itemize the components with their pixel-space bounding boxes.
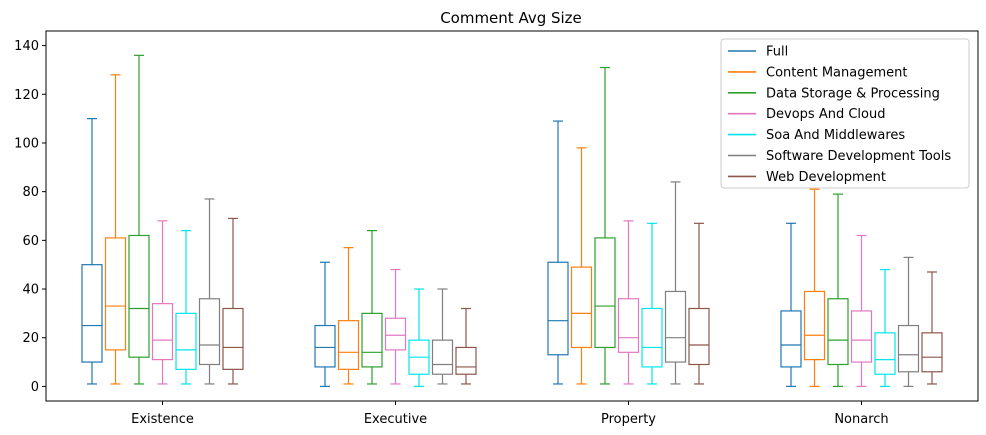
- y-tick-label: 60: [22, 234, 39, 249]
- box-2-1: [361, 230, 383, 385]
- legend: Full Content Management Data Storage & Pro…: [720, 38, 970, 189]
- y-tick-label: 100: [14, 136, 39, 151]
- y-tick-label: 120: [14, 88, 39, 103]
- box-1-2: [570, 147, 593, 385]
- box-1-3: [803, 188, 826, 387]
- y-tick-label: 80: [22, 185, 39, 200]
- box-iqr: [897, 324, 920, 373]
- box-iqr: [827, 298, 849, 366]
- box-iqr: [314, 324, 336, 368]
- box-3-0: [151, 220, 174, 385]
- y-tick-label: 0: [31, 380, 39, 395]
- box-6-3: [921, 271, 943, 385]
- box-6-0: [222, 217, 244, 385]
- box-2-3: [827, 193, 849, 387]
- box-iqr: [803, 290, 826, 361]
- box-2-2: [594, 66, 616, 385]
- box-iqr: [455, 346, 477, 375]
- x-tick-label: Property: [601, 412, 656, 427]
- box-5-3: [897, 256, 920, 387]
- y-tick-label: 20: [22, 331, 39, 346]
- box-iqr: [81, 264, 103, 363]
- legend-box: [720, 38, 970, 189]
- box-1-0: [104, 74, 127, 385]
- legend-label: Soa And Middlewares: [766, 128, 905, 143]
- box-iqr: [617, 298, 640, 353]
- legend-label: Software Development Tools: [766, 149, 951, 164]
- x-tick-label: Executive: [364, 412, 427, 427]
- box-3-1: [384, 268, 407, 385]
- box-iqr: [361, 312, 383, 368]
- box-0-1: [314, 261, 336, 387]
- legend-label: Full: [766, 45, 788, 60]
- box-iqr: [780, 310, 802, 368]
- box-iqr: [222, 307, 244, 370]
- box-4-0: [175, 230, 197, 385]
- box-0-2: [547, 120, 569, 385]
- box-2-0: [128, 54, 150, 385]
- box-iqr: [921, 332, 943, 373]
- x-tick-label: Nonarch: [834, 412, 888, 427]
- box-iqr: [175, 312, 197, 370]
- box-iqr: [850, 310, 873, 363]
- box-iqr: [688, 307, 710, 366]
- box-iqr: [664, 290, 687, 363]
- box-iqr: [570, 266, 593, 349]
- box-iqr: [874, 332, 896, 375]
- box-iqr: [547, 261, 569, 356]
- box-3-2: [617, 220, 640, 385]
- legend-label: Devops And Cloud: [766, 107, 885, 122]
- box-4-1: [408, 288, 430, 387]
- x-tick-label: Existence: [131, 412, 194, 427]
- box-5-1: [431, 288, 454, 385]
- box-0-3: [780, 222, 802, 387]
- chart-title: Comment Avg Size: [440, 9, 582, 27]
- box-0-0: [81, 118, 103, 385]
- y-tick-label: 140: [14, 39, 39, 54]
- box-5-0: [198, 198, 221, 385]
- box-iqr: [641, 307, 663, 368]
- box-iqr: [431, 339, 454, 375]
- box-6-2: [688, 222, 710, 385]
- axes: 0 20 40 60 80 100 120 140 Existence Executive Prop…: [14, 39, 889, 427]
- plot-frame: [45, 30, 979, 402]
- box-1-1: [337, 247, 360, 385]
- box-iqr: [104, 237, 127, 351]
- legend-label: Data Storage & Processing: [766, 86, 940, 101]
- box-iqr: [594, 237, 616, 349]
- box-iqr: [128, 234, 150, 358]
- box-iqr: [337, 320, 360, 370]
- box-iqr: [198, 298, 221, 366]
- box-5-2: [664, 181, 687, 385]
- box-4-3: [874, 268, 896, 387]
- box-iqr: [384, 317, 407, 351]
- box-4-2: [641, 222, 663, 385]
- box-3-3: [850, 234, 873, 387]
- box-6-1: [455, 307, 477, 385]
- y-tick-label: 40: [22, 283, 39, 298]
- legend-label: Web Development: [766, 170, 886, 185]
- box-iqr: [151, 303, 174, 361]
- legend-label: Content Management: [766, 65, 907, 80]
- plot-area: [81, 54, 943, 387]
